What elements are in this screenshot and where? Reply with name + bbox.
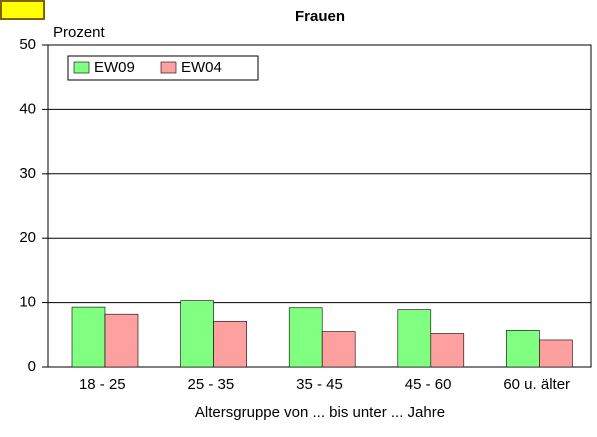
- x-axis-label: Altersgruppe von ... bis unter ... Jahre: [195, 404, 445, 421]
- legend-label: EW04: [181, 59, 222, 76]
- bar: [213, 320, 247, 368]
- y-tick-label: 10: [19, 294, 36, 311]
- x-tick-label: 60 u. älter: [503, 376, 570, 393]
- bar: [104, 313, 139, 368]
- chart-title: Frauen: [295, 8, 345, 25]
- bar: [430, 333, 465, 368]
- y-tick-label: 20: [19, 229, 36, 246]
- bar: [321, 331, 356, 368]
- bar: [288, 307, 323, 368]
- y-tick-label: 30: [19, 165, 36, 182]
- bar: [397, 309, 432, 368]
- x-tick-label: 35 - 45: [296, 376, 343, 393]
- x-tick-label: 45 - 60: [405, 376, 452, 393]
- bar: [180, 300, 214, 368]
- legend-swatch: [73, 61, 90, 74]
- bar: [506, 329, 540, 368]
- x-tick-label: 18 - 25: [79, 376, 126, 393]
- y-tick-label: 50: [19, 36, 36, 53]
- legend-label: EW09: [94, 59, 135, 76]
- bar: [71, 306, 106, 368]
- y-tick-label: 0: [28, 358, 36, 375]
- y-tick-label: 40: [19, 100, 36, 117]
- y-axis-label: Prozent: [53, 24, 106, 41]
- legend-swatch: [160, 61, 177, 74]
- corner-badge: [0, 0, 45, 20]
- bar: [539, 339, 573, 368]
- x-tick-label: 25 - 35: [188, 376, 235, 393]
